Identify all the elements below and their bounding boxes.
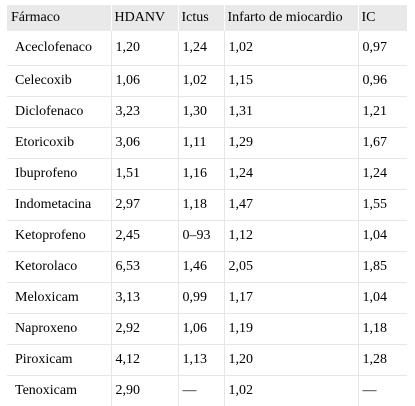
cell-infarto: 1,24 <box>223 158 358 189</box>
cell-hdanv: 1,20 <box>110 31 178 65</box>
cell-drug: Tenoxicam <box>15 382 77 398</box>
table-row: Etoricoxib 3,06 1,11 1,29 1,67 <box>7 127 407 158</box>
cell-ic: 1,18 <box>357 313 407 344</box>
cell-infarto: 1,17 <box>223 282 358 313</box>
cell-drug: Diclofenaco <box>15 103 84 119</box>
cell-infarto: 1,15 <box>223 65 358 96</box>
cell-ic: 0,96 <box>357 65 407 96</box>
cell-hdanv: 3,06 <box>110 127 178 158</box>
cell-drug: Celecoxib <box>15 72 72 88</box>
table-row: Piroxicam 4,12 1,13 1,20 1,28 <box>7 344 407 375</box>
table-row: Diclofenaco 3,23 1,30 1,31 1,21 <box>7 96 407 127</box>
cell-hdanv: 2,45 <box>110 220 178 251</box>
cell-drug: Meloxicam <box>15 289 79 305</box>
table-row: Aceclofenaco 1,20 1,24 1,02 0,97 <box>7 31 407 65</box>
column-header-drug: Fármaco <box>11 10 60 25</box>
table-body: Aceclofenaco 1,20 1,24 1,02 0,97 Celecoxib 1,0… <box>7 31 407 406</box>
table-row: Celecoxib 1,06 1,02 1,15 0,96 <box>7 65 407 96</box>
cell-ictus: 1,11 <box>177 127 224 158</box>
cell-infarto: 1,12 <box>223 220 358 251</box>
table-header: Fármaco HDANV Ictus Infarto de miocardio… <box>7 5 407 31</box>
cell-hdanv: 3,13 <box>110 282 178 313</box>
cell-ic: — <box>357 375 407 406</box>
table-row: Meloxicam 3,13 0,99 1,17 1,04 <box>7 282 407 313</box>
cell-ictus: 1,16 <box>177 158 224 189</box>
cell-ictus: 1,46 <box>177 251 224 282</box>
cell-ic: 1,67 <box>357 127 407 158</box>
cell-drug: Ibuprofeno <box>15 165 78 181</box>
cell-ictus: 1,02 <box>177 65 224 96</box>
table-row: Tenoxicam 2,90—1,02— <box>7 375 407 406</box>
cell-infarto: 1,31 <box>223 96 358 127</box>
cell-ictus: 1,18 <box>177 189 224 220</box>
table-row: Naproxeno 2,92 1,06 1,19 1,18 <box>7 313 407 344</box>
cell-drug: Naproxeno <box>15 320 78 336</box>
column-header-ictus: Ictus <box>177 5 224 31</box>
cell-hdanv: 6,53 <box>110 251 178 282</box>
cell-ictus: 1,30 <box>177 96 224 127</box>
cell-infarto: 1,02 <box>223 31 358 65</box>
drug-risk-table: Fármaco HDANV Ictus Infarto de miocardio… <box>7 5 407 406</box>
cell-infarto: 2,05 <box>223 251 358 282</box>
column-header-hdanv: HDANV <box>110 5 178 31</box>
cell-ic: 1,85 <box>357 251 407 282</box>
cell-drug: Etoricoxib <box>15 134 75 150</box>
cell-ic: 1,55 <box>357 189 407 220</box>
cell-ic: 1,04 <box>357 220 407 251</box>
cell-ictus: 0,99 <box>177 282 224 313</box>
column-header-ic: IC <box>357 5 407 31</box>
column-header-infarto: Infarto de miocardio <box>223 5 358 31</box>
cell-infarto: 1,19 <box>223 313 358 344</box>
cell-drug: Indometacina <box>15 196 92 212</box>
cell-infarto: 1,20 <box>223 344 358 375</box>
cell-drug: Ketorolaco <box>15 258 78 274</box>
cell-ic: 1,28 <box>357 344 407 375</box>
cell-hdanv: 1,06 <box>110 65 178 96</box>
cell-ic: 1,04 <box>357 282 407 313</box>
cell-hdanv: 2,97 <box>110 189 178 220</box>
cell-hdanv: 1,51 <box>110 158 178 189</box>
cell-ic: 0,97 <box>357 31 407 65</box>
table-row: Indometacina 2,97 1,18 1,47 1,55 <box>7 189 407 220</box>
cell-infarto: 1,02 <box>223 375 358 406</box>
table-row: Ketorolaco 6,53 1,46 2,05 1,85 <box>7 251 407 282</box>
cell-hdanv: 3,23 <box>110 96 178 127</box>
cell-ictus: 1,06 <box>177 313 224 344</box>
cell-ic: 1,24 <box>357 158 407 189</box>
table-row: Ketoprofeno 2,45 0–93 1,12 1,04 <box>7 220 407 251</box>
cell-hdanv: 2,90 <box>110 375 178 406</box>
cell-drug: Ketoprofeno <box>15 227 86 243</box>
cell-ic: 1,21 <box>357 96 407 127</box>
cell-drug: Aceclofenaco <box>15 39 92 55</box>
cell-infarto: 1,29 <box>223 127 358 158</box>
table-row: Ibuprofeno 1,51 1,16 1,24 1,24 <box>7 158 407 189</box>
cell-hdanv: 4,12 <box>110 344 178 375</box>
header-row: Fármaco HDANV Ictus Infarto de miocardio… <box>7 5 407 31</box>
cell-ictus: — <box>177 375 224 406</box>
cell-ictus: 1,13 <box>177 344 224 375</box>
cell-infarto: 1,47 <box>223 189 358 220</box>
cell-hdanv: 2,92 <box>110 313 178 344</box>
cell-drug: Piroxicam <box>15 351 73 367</box>
cell-ictus: 0–93 <box>177 220 224 251</box>
cell-ictus: 1,24 <box>177 31 224 65</box>
